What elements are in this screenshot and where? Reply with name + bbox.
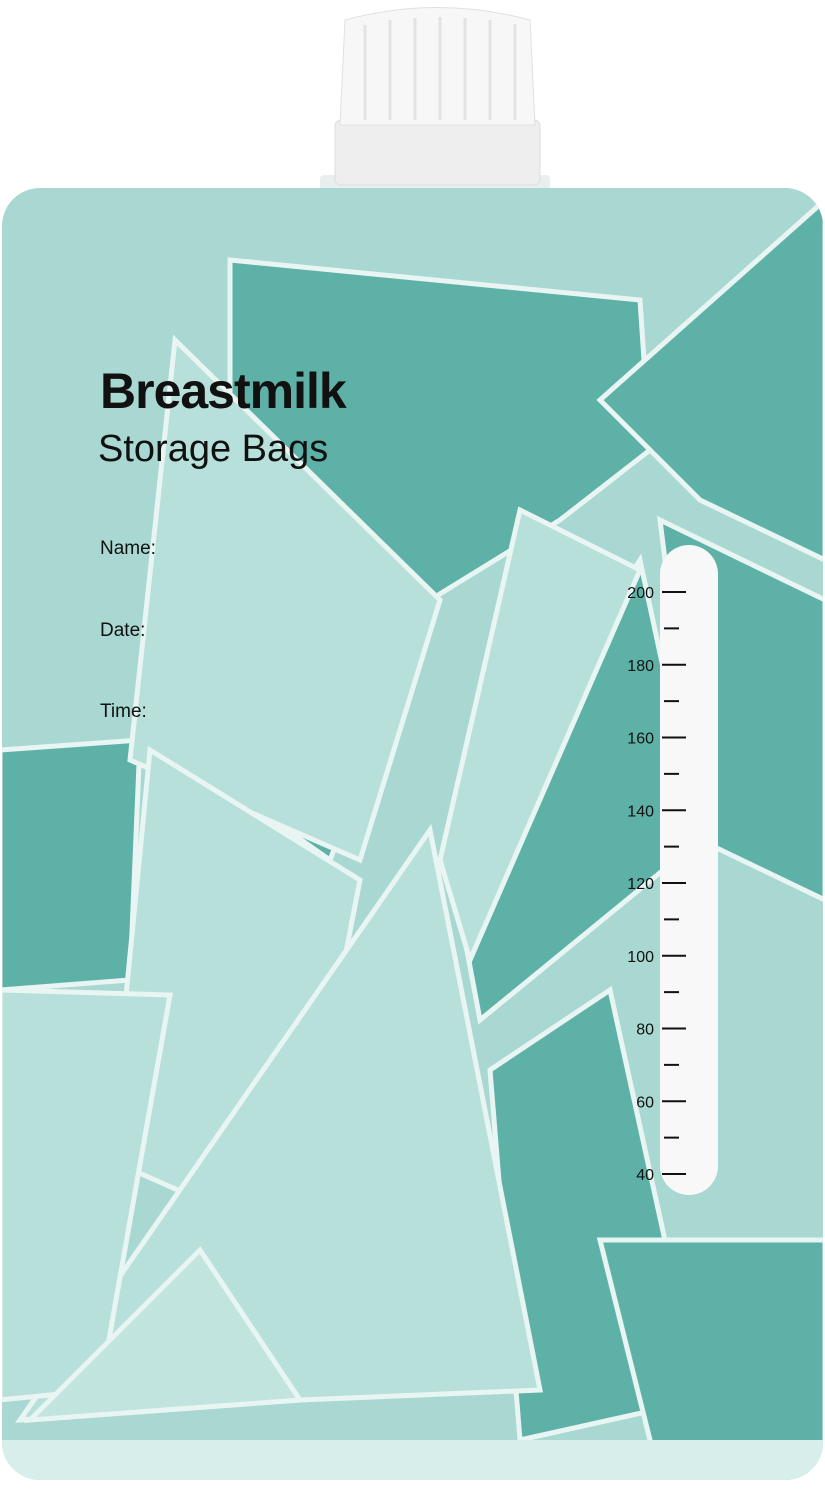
scale-label: 200 (627, 585, 654, 602)
date-field-label: Date: (100, 620, 146, 641)
product-title: Breastmilk (100, 363, 347, 419)
volume-window (660, 545, 718, 1195)
time-field-label: Time: (100, 701, 147, 722)
scale-label: 120 (627, 876, 654, 893)
scale-label: 160 (627, 731, 654, 748)
scale-label: 100 (627, 949, 654, 966)
name-field-label: Name: (100, 538, 156, 559)
scale-label: 40 (636, 1167, 654, 1184)
scale-label: 80 (636, 1022, 654, 1039)
scale-label: 180 (627, 658, 654, 675)
volume-scale: 200 180 160 140 120 100 80 60 40 (627, 585, 686, 1184)
scale-label: 60 (636, 1094, 654, 1111)
bag-cap (320, 7, 550, 205)
product-subtitle: Storage Bags (98, 428, 329, 470)
scale-label: 140 (627, 803, 654, 820)
